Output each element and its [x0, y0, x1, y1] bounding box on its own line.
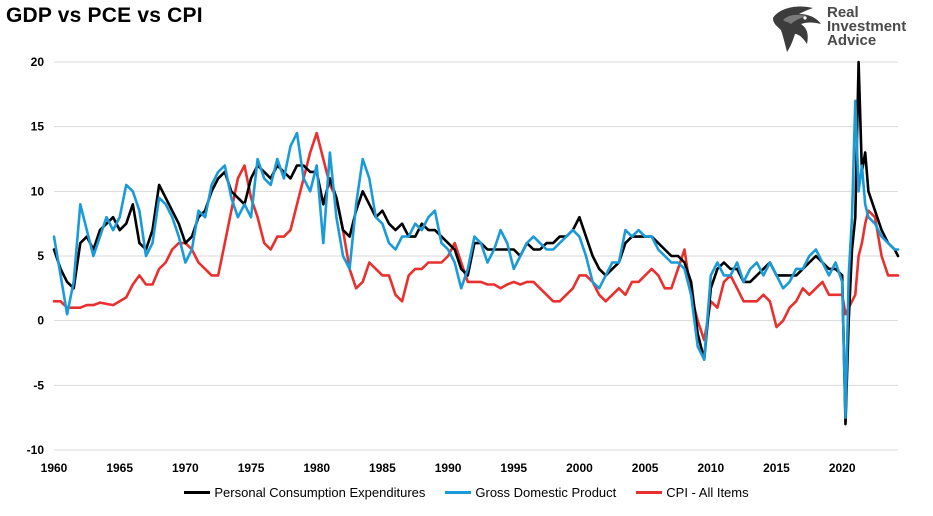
x-tick-label: 2000 — [566, 461, 593, 475]
x-tick-label: 1980 — [303, 461, 330, 475]
series-line-pce — [52, 60, 900, 426]
logo-line-2: Investment — [827, 18, 907, 35]
legend-swatch-cpi — [636, 490, 663, 494]
logo-line-3: Advice — [827, 32, 877, 49]
x-tick-label: 1960 — [41, 461, 68, 475]
logo-line-1: Real — [827, 4, 859, 21]
legend-swatch-gdp — [445, 490, 472, 494]
y-tick-label: 0 — [37, 314, 44, 328]
x-tick-label: 2020 — [829, 461, 856, 475]
series-line-gdp — [52, 99, 900, 419]
y-tick-label: -5 — [33, 378, 44, 392]
y-tick-label: 10 — [31, 184, 45, 198]
logo: Real Investment Advice — [769, 4, 919, 56]
x-tick-label: 1965 — [106, 461, 133, 475]
logo-text: Real Investment Advice — [827, 4, 919, 49]
y-tick-label: -10 — [27, 443, 45, 457]
legend-label-cpi: CPI - All Items — [666, 484, 749, 500]
y-tick-label: 15 — [31, 120, 45, 134]
y-tick-label: 5 — [37, 249, 44, 263]
x-tick-label: 1985 — [369, 461, 396, 475]
x-tick-label: 1995 — [500, 461, 527, 475]
y-tick-label: 20 — [31, 55, 45, 69]
x-tick-label: 2010 — [697, 461, 724, 475]
legend-label-pce: Personal Consumption Expenditures — [214, 484, 426, 500]
x-tick-label: 1990 — [435, 461, 462, 475]
chart-title: GDP vs PCE vs CPI — [6, 4, 203, 27]
legend-item-gdp: Gross Domestic Product — [445, 482, 616, 502]
legend-item-cpi: CPI - All Items — [636, 482, 749, 502]
legend-item-pce: Personal Consumption Expenditures — [184, 482, 425, 502]
plot-area: -10 -5 0 5 10 15 20 1960 1965 1970 1975 1980 1985 199… — [27, 55, 900, 475]
legend-label-gdp: Gross Domestic Product — [475, 484, 617, 500]
x-tick-label: 2005 — [632, 461, 659, 475]
x-tick-label: 1975 — [238, 461, 265, 475]
series-line-cpi — [52, 131, 900, 342]
eagle-head-icon — [773, 6, 821, 52]
legend: Personal Consumption Expenditures Gross … — [0, 482, 933, 502]
x-tick-label: 1970 — [172, 461, 199, 475]
legend-swatch-pce — [184, 490, 211, 494]
x-tick-label: 2015 — [763, 461, 790, 475]
